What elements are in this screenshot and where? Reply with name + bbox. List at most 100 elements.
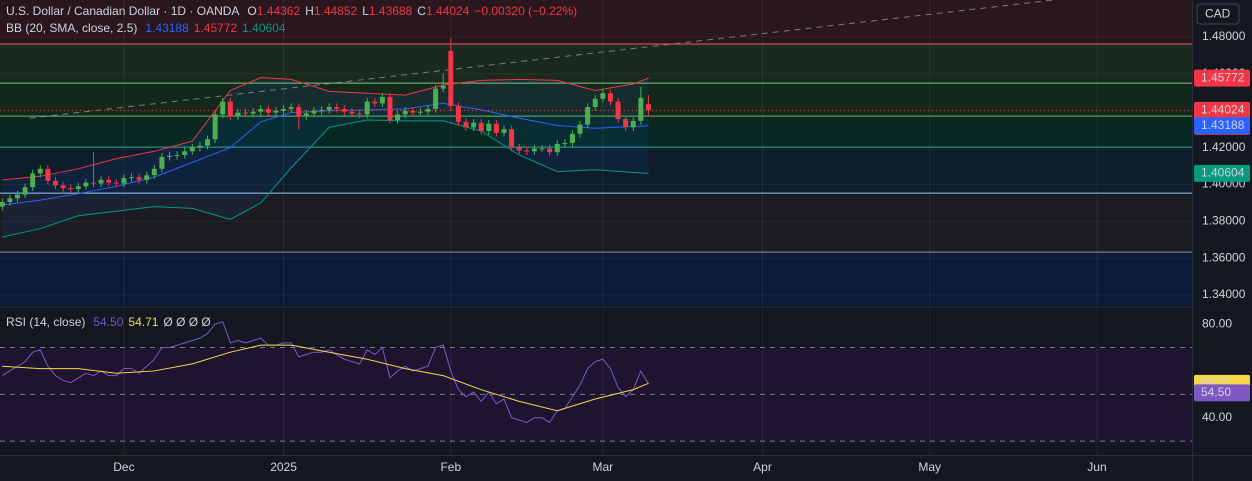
badge-label: 1.40604 [1201,166,1245,180]
candle-body [645,104,651,111]
band-upper [2,77,649,181]
y-tick-label: 40.00 [1202,410,1232,424]
price-zone [0,193,1192,253]
candle-body [448,50,454,107]
rsi-ma-value: 54.71 [128,315,158,329]
x-tick-label: Apr [753,460,772,474]
ohlc-value: 1.44852 [314,4,358,18]
candle-body [623,119,629,128]
candle-body [174,154,180,156]
ohlc-key: C [417,4,426,18]
candle-body [91,182,97,184]
candle-body [250,111,256,114]
candle-body [547,148,553,153]
symbol-title: U.S. Dollar / Canadian Dollar · 1D · OAN… [6,4,239,18]
rsi-label: RSI (14, close) [6,315,85,329]
candle-body [387,96,393,120]
rsi-value: 54.50 [93,315,123,329]
candle-body [395,114,401,120]
x-tick-label: Mar [593,460,614,474]
badge-label: 1.45772 [1201,70,1245,84]
y-tick-label: 1.48000 [1202,29,1246,43]
candle-body [113,182,119,184]
candle-body [417,111,423,113]
band-fill [2,77,649,237]
x-tick-label: May [918,460,941,474]
x-tick-label: Feb [440,460,461,474]
candle-body [493,123,499,133]
candle-body [37,168,43,174]
candle-body [455,106,461,122]
bb-upper-value: 1.45772 [194,21,238,35]
candle-body [30,173,36,188]
candle-body [531,148,537,152]
candle-body [52,180,58,186]
candle-body [167,155,173,157]
ohlc-value: 1.44362 [257,4,301,18]
rsi-ma-line [2,344,649,412]
badge-label: 54.50 [1201,385,1231,399]
ohlc-key: H [305,4,314,18]
price-badge [1194,117,1250,135]
y-tick-label: 1.38000 [1202,214,1246,228]
candle-body [296,107,302,117]
candle-body [349,111,355,114]
candle-body [615,101,621,120]
bb-lower-value: 1.40604 [242,21,286,35]
candle-body [516,147,522,151]
candle-body [372,101,378,104]
candle-body [151,168,157,176]
candle-body [205,139,211,146]
candle-body [235,112,241,117]
y-tick-label: 1.42000 [1202,140,1246,154]
candle-body [197,145,203,148]
price-change: −0.00320 (−0.22%) [474,4,577,18]
candle-body [98,179,104,184]
price-zone [0,116,1192,148]
candle-body [7,198,13,202]
time-axis [0,455,1192,481]
candle-body [281,108,287,111]
ohlc-key: L [362,4,369,18]
candle-body [326,107,332,110]
candle-body [22,187,28,195]
currency-label: CAD [1205,7,1231,21]
candle-body [129,177,135,179]
candle-body [539,148,545,150]
candle-body [630,120,636,128]
candle-body [425,108,431,112]
symbol-legend: U.S. Dollar / Canadian Dollar · 1D · OAN… [6,4,577,18]
candle-body [524,150,530,152]
rsi-na: Ø Ø Ø Ø [163,315,210,329]
candle-body [14,194,20,199]
candle-body [303,113,309,117]
candle-body [45,168,51,181]
candle-body [243,112,249,114]
candle-body [227,101,233,117]
rsi-legend: RSI (14, close) 54.50 54.71 Ø Ø Ø Ø [6,315,211,329]
candle-body [562,143,568,145]
candle-body [83,182,89,187]
y-tick-label: 1.36000 [1202,250,1246,264]
candle-body [182,151,188,155]
candle-body [212,114,218,140]
y-tick-label: 1.34000 [1202,287,1246,301]
band-lower [2,119,649,238]
candle-body [258,108,264,112]
y-tick-label: 80.00 [1202,316,1232,330]
candle-body [0,201,5,207]
candle-body [334,107,340,109]
candle-body [136,177,142,180]
candle-body [220,101,226,115]
candle-body [607,93,613,102]
candle-body [600,93,606,99]
price-zone [0,44,1192,84]
ohlc-key: O [247,4,256,18]
price-badge [1194,384,1250,402]
candle-body [319,109,325,111]
candle-body [121,178,127,184]
candle-body [486,123,492,132]
ohlc-value: 1.43688 [369,4,413,18]
candle-body [592,98,598,108]
candle-body [569,133,575,144]
